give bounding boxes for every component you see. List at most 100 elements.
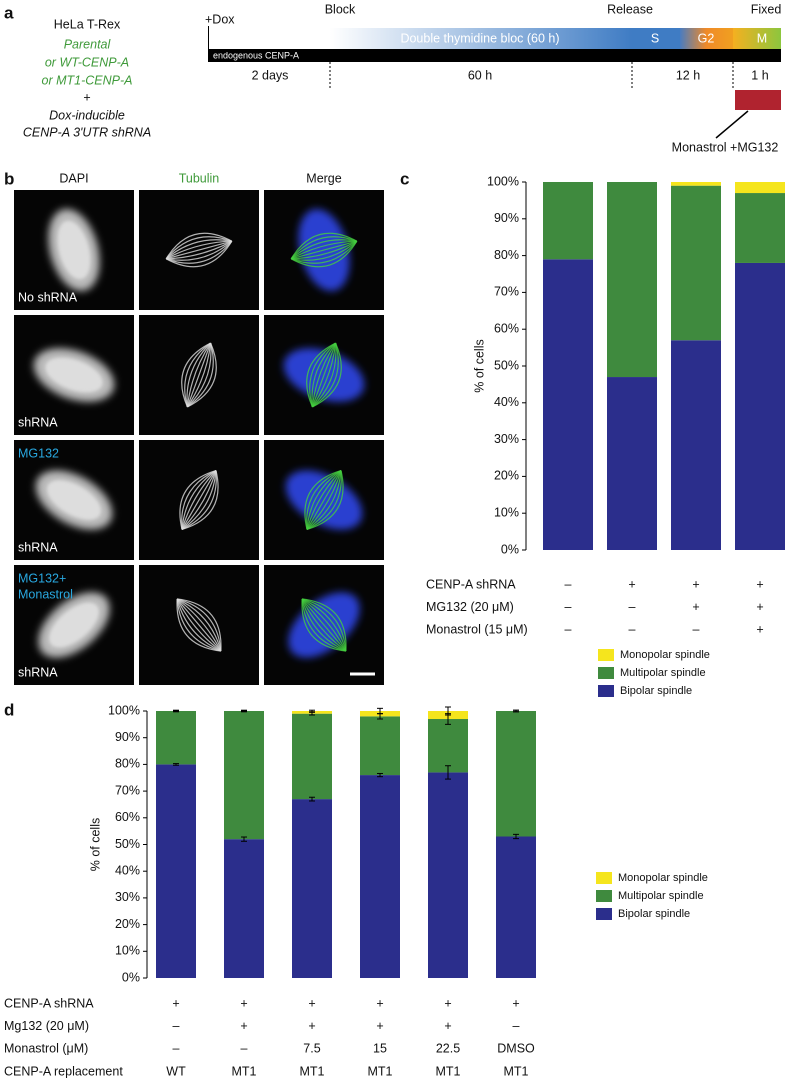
- bar-segment: [735, 193, 785, 263]
- bar-segment: [671, 340, 721, 550]
- condition-label: CENP-A replacement: [4, 1064, 123, 1078]
- condition-value: 7.5: [303, 1042, 320, 1056]
- condition-value: MT1: [436, 1064, 461, 1078]
- legend-swatch: [598, 649, 614, 661]
- timeline-label: Block: [325, 2, 356, 16]
- drug-label: Monastrol +MG132: [672, 140, 779, 154]
- g2-bar: [680, 28, 733, 49]
- duration: 1 h: [751, 68, 768, 82]
- bar-segment: [735, 262, 785, 550]
- spindle: [311, 342, 337, 408]
- bar-segment: [224, 839, 264, 978]
- spindle: [181, 470, 217, 530]
- error-bar: [513, 833, 519, 840]
- condition-value: +: [308, 996, 315, 1010]
- timeline-label: Release: [607, 2, 653, 16]
- row-label: MG132+: [18, 571, 66, 585]
- spindle: [302, 598, 347, 652]
- spindle: [306, 470, 342, 530]
- spindle: [301, 598, 347, 652]
- legend-label: Multipolar spindle: [618, 890, 704, 902]
- timeline-label: Double thymidine bloc (60 h): [400, 31, 559, 45]
- dotted-lines: [329, 62, 734, 90]
- cell-line: CENP-A 3'UTR shRNA: [23, 125, 151, 139]
- spindle: [304, 469, 342, 530]
- row-label: shRNA: [18, 665, 58, 679]
- condition-value: MT1: [504, 1064, 529, 1078]
- spindle: [290, 239, 357, 260]
- legend-label: Bipolar spindle: [620, 685, 692, 697]
- condition-value: +: [308, 1019, 315, 1033]
- condition-value: +: [628, 577, 635, 591]
- spindle: [176, 598, 222, 652]
- bar-segment: [292, 799, 332, 978]
- condition-value: +: [512, 996, 519, 1010]
- spindle: [301, 598, 347, 652]
- y-tick-label: 30%: [115, 890, 140, 904]
- spindle: [306, 470, 342, 530]
- spindle: [176, 598, 222, 652]
- timeline-label: M: [757, 31, 767, 45]
- y-tick-label: 100%: [487, 174, 519, 188]
- y-tick-label: 60%: [115, 810, 140, 824]
- y-tick-label: 80%: [115, 757, 140, 771]
- cell-line: Dox-inducible: [49, 108, 125, 122]
- legend-swatch: [598, 685, 614, 697]
- timeline-label: Fixed: [751, 2, 782, 16]
- m-bar: [733, 28, 781, 49]
- spindle: [306, 470, 344, 531]
- spindle: [165, 232, 233, 260]
- spindle: [311, 342, 337, 408]
- spindle: [291, 240, 358, 260]
- condition-value: 22.5: [436, 1042, 460, 1056]
- spindle: [290, 232, 358, 260]
- condition-value: +: [376, 996, 383, 1010]
- panel-label: a: [4, 3, 14, 22]
- spindle: [301, 598, 347, 652]
- spindle: [290, 240, 357, 260]
- spindle: [166, 240, 233, 260]
- spindle: [306, 470, 342, 530]
- s-bar: [632, 28, 680, 49]
- spindle: [309, 342, 336, 408]
- row-label: shRNA: [18, 415, 58, 429]
- error-bar: [445, 765, 451, 780]
- spindle: [184, 342, 211, 408]
- bar-segment: [735, 182, 785, 194]
- y-tick-label: 60%: [494, 321, 519, 335]
- condition-value: +: [376, 1019, 383, 1033]
- spindle: [186, 342, 212, 408]
- y-tick-label: 10%: [115, 944, 140, 958]
- condition-value: +: [756, 577, 763, 591]
- bar-segment: [156, 764, 196, 978]
- column-header: Merge: [306, 171, 341, 185]
- spindle: [181, 470, 217, 530]
- bar-segment: [543, 182, 593, 260]
- condition-value: WT: [166, 1064, 186, 1078]
- legend-label: Multipolar spindle: [620, 667, 706, 679]
- y-tick-label: 10%: [494, 505, 519, 519]
- panel-label: c: [400, 169, 409, 188]
- spindle: [179, 469, 217, 530]
- error-bar: [309, 796, 315, 802]
- legend-swatch: [596, 872, 612, 884]
- spindle: [311, 342, 337, 408]
- spindle: [176, 598, 222, 652]
- condition-label: Monastrol (15 μM): [426, 622, 528, 636]
- spindle: [181, 470, 217, 530]
- y-tick-label: 100%: [108, 703, 140, 717]
- condition-label: CENP-A shRNA: [426, 577, 516, 591]
- timeline-label: G2: [698, 31, 715, 45]
- cell-line: or MT1-CENP-A: [42, 73, 133, 87]
- condition-value: MT1: [368, 1064, 393, 1078]
- spindle: [166, 240, 232, 260]
- bar-segment: [224, 711, 264, 840]
- duration: 60 h: [468, 68, 492, 82]
- spindle: [301, 598, 347, 652]
- legend-label: Monopolar spindle: [618, 872, 708, 884]
- condition-label: CENP-A shRNA: [4, 996, 94, 1010]
- spindle: [306, 470, 342, 530]
- error-bar: [173, 710, 179, 712]
- spindle: [165, 240, 233, 268]
- cell-line: HeLa T-Rex: [54, 17, 121, 31]
